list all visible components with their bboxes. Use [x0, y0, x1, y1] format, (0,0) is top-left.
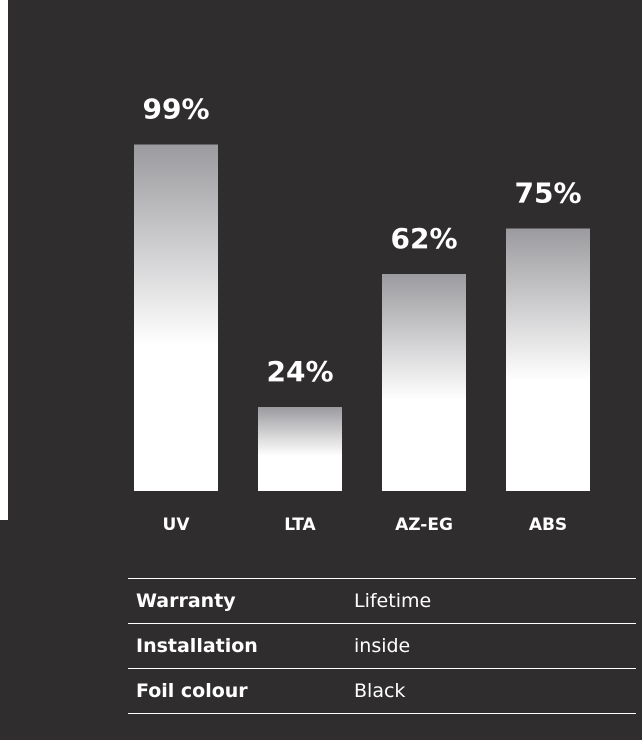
spec-key: Installation — [128, 623, 346, 669]
spec-value: Lifetime — [346, 578, 636, 624]
category-label: UV — [163, 515, 191, 535]
specs-table: Warranty Lifetime Installation inside Fo… — [128, 578, 636, 714]
spec-key: Foil colour — [128, 668, 346, 714]
value-label: 99% — [142, 93, 209, 126]
category-label: LTA — [284, 515, 316, 535]
category-label: ABS — [529, 515, 567, 535]
spec-key: Warranty — [128, 578, 346, 624]
value-label: 62% — [390, 222, 457, 255]
table-row: Warranty Lifetime — [128, 578, 636, 624]
value-label: 75% — [514, 177, 581, 210]
category-label: AZ-EG — [395, 515, 453, 535]
bar-uv — [134, 144, 218, 491]
spec-value: inside — [346, 623, 636, 669]
table-row: Foil colour Black — [128, 668, 636, 714]
page-edge — [0, 0, 8, 520]
bar-lta — [258, 407, 342, 491]
value-label: 24% — [266, 355, 333, 388]
spec-value: Black — [346, 668, 636, 714]
bar-chart: 99% 24% 62% 75% UV LTA AZ-EG ABS — [134, 93, 590, 535]
bar-abs — [506, 228, 590, 491]
bar-az-eg — [382, 274, 466, 491]
table-row: Installation inside — [128, 623, 636, 669]
